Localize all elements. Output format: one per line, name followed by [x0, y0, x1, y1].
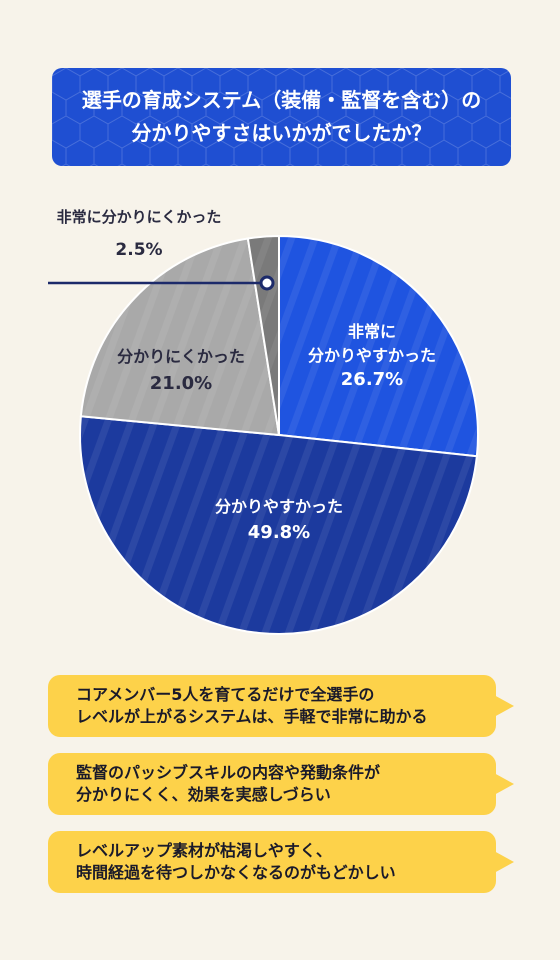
slice-category-label-1: 非常に — [348, 322, 396, 341]
slice-category-label-1: 分かりやすかった — [308, 346, 436, 365]
leader-dot — [259, 275, 275, 291]
slice-category-label-2: 分かりやすかった — [215, 497, 343, 516]
pie-slice-texture-1 — [279, 236, 478, 457]
slice-value-label-1: 26.7% — [341, 369, 403, 390]
comment-3-line-2: 時間経過を待つしかなくなるのがもどかしい — [76, 863, 396, 882]
pie-slice-texture-3 — [80, 238, 279, 435]
comment-bubble-1: コアメンバー5人を育てるだけで全選手の レベルが上がるシステムは、手軽で非常に助… — [48, 675, 514, 737]
comment-1-line-1: コアメンバー5人を育てるだけで全選手の — [76, 685, 375, 704]
slice-category-label-4: 非常に分かりにくかった — [57, 208, 222, 226]
slice-value-label-2: 49.8% — [248, 522, 310, 543]
title-line-1: 選手の育成システム（装備・監督を含む）の — [81, 88, 482, 112]
title-box: 選手の育成システム（装備・監督を含む）の 分かりやすさはいかがでしたか？ — [52, 68, 511, 166]
comment-3-line-1: レベルアップ素材が枯渇しやすく、 — [76, 841, 332, 860]
pie-slice-texture-2 — [80, 416, 477, 634]
comment-1-line-2: レベルが上がるシステムは、手軽で非常に助かる — [76, 707, 428, 726]
slice-category-label-3: 分かりにくかった — [117, 347, 245, 366]
title-line-2: 分かりやすさはいかがでしたか？ — [131, 121, 432, 145]
slice-value-label-3: 21.0% — [150, 373, 212, 394]
comment-bubble-2: 監督のパッシブスキルの内容や発動条件が 分かりにくく、効果を実感しづらい — [48, 753, 514, 815]
comment-2-line-1: 監督のパッシブスキルの内容や発動条件が — [76, 763, 381, 782]
slice-value-label-4: 2.5% — [115, 240, 162, 260]
comment-bubble-3: レベルアップ素材が枯渇しやすく、 時間経過を待つしかなくなるのがもどかしい — [48, 831, 514, 893]
hex-pattern — [52, 68, 511, 166]
comment-2-line-2: 分かりにくく、効果を実感しづらい — [76, 785, 331, 804]
